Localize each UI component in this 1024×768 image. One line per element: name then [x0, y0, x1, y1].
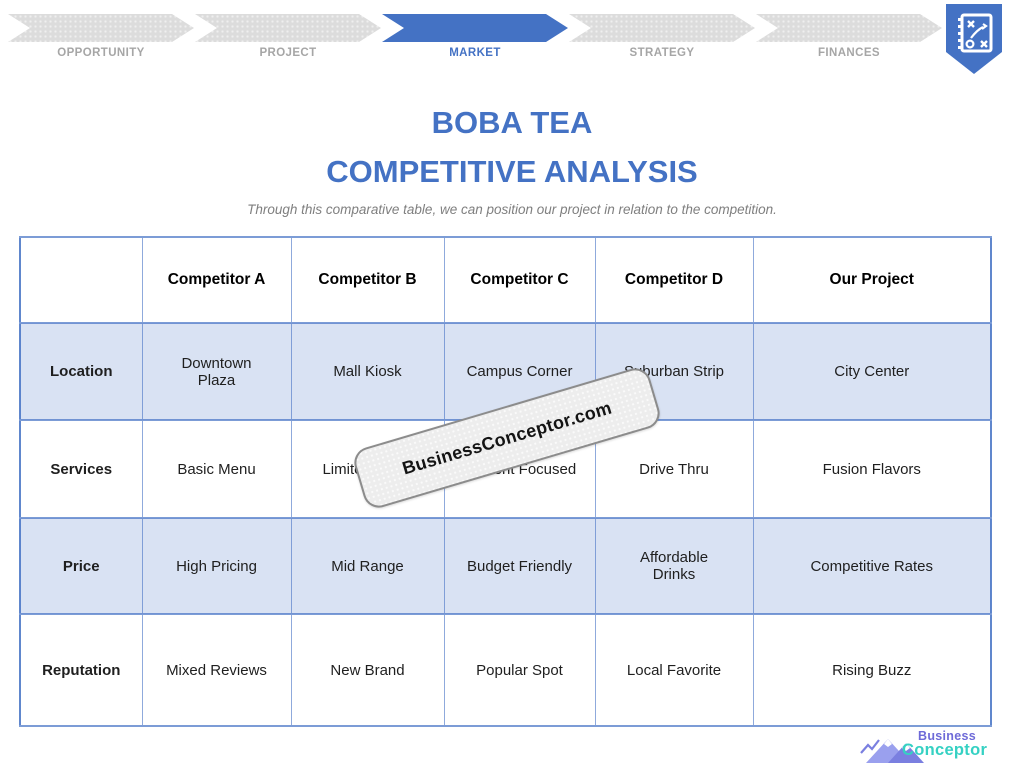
nav-step-finances[interactable]: FINANCES	[756, 14, 942, 59]
row-label: Services	[19, 419, 143, 519]
table-cell: Mixed Reviews	[141, 613, 292, 727]
table-cell: Budget Friendly	[443, 517, 596, 615]
chevron-shape	[8, 14, 194, 42]
mountains-logo-icon	[860, 739, 924, 763]
table-cell: City Center	[752, 322, 992, 421]
page-title: BOBA TEA COMPETITIVE ANALYSIS	[0, 98, 1024, 196]
title-line-1: BOBA TEA	[431, 105, 593, 140]
row-label: Location	[19, 322, 143, 421]
title-line-2: COMPETITIVE ANALYSIS	[326, 154, 698, 189]
chevron-shape	[195, 14, 381, 42]
nav-step-label: PROJECT	[259, 47, 317, 59]
table-header-row: Competitor A Competitor B Competitor C C…	[19, 236, 992, 324]
nav-step-opportunity[interactable]: OPPORTUNITY	[8, 14, 194, 59]
chevron-shape	[569, 14, 755, 42]
nav-step-label: MARKET	[449, 47, 501, 59]
page-subtitle: Through this comparative table, we can p…	[247, 202, 777, 217]
table-cell: Local Favorite	[594, 613, 754, 727]
process-nav: OPPORTUNITY PROJECT MARKET STRATEGY FINA…	[0, 0, 1024, 70]
table-row-price: Price High Pricing Mid Range Budget Frie…	[19, 517, 992, 615]
header-cell-competitor-b: Competitor B	[290, 236, 445, 324]
header-cell-blank	[19, 236, 143, 324]
header-cell-competitor-a: Competitor A	[141, 236, 292, 324]
row-label: Reputation	[19, 613, 143, 727]
table-cell: Basic Menu	[141, 419, 292, 519]
nav-step-label: STRATEGY	[629, 47, 695, 59]
nav-step-label: OPPORTUNITY	[57, 47, 145, 59]
header-cell-our-project: Our Project	[752, 236, 992, 324]
table-cell: High Pricing	[141, 517, 292, 615]
brand-logo: Business Conceptor	[858, 728, 998, 768]
table-cell: Rising Buzz	[752, 613, 992, 727]
table-cell: Popular Spot	[443, 613, 596, 727]
table-cell: Competitive Rates	[752, 517, 992, 615]
table-cell: New Brand	[290, 613, 445, 727]
row-label: Price	[19, 517, 143, 615]
brand-word-conceptor: Conceptor	[902, 741, 988, 759]
header-cell-competitor-c: Competitor C	[443, 236, 596, 324]
nav-step-project[interactable]: PROJECT	[195, 14, 381, 59]
brand-word-business: Business	[918, 729, 976, 743]
competitive-table: Competitor A Competitor B Competitor C C…	[19, 236, 992, 727]
table-cell: Affordable Drinks	[594, 517, 754, 615]
table-cell: Mall Kiosk	[290, 322, 445, 421]
nav-step-label: FINANCES	[818, 47, 880, 59]
nav-step-market[interactable]: MARKET	[382, 14, 568, 59]
nav-step-strategy[interactable]: STRATEGY	[569, 14, 755, 59]
table-cell: Fusion Flavors	[752, 419, 992, 519]
header-cell-competitor-d: Competitor D	[594, 236, 754, 324]
table-row-reputation: Reputation Mixed Reviews New Brand Popul…	[19, 613, 992, 727]
chevron-shape	[382, 14, 568, 42]
table-cell: Downtown Plaza	[141, 322, 292, 421]
chevron-shape	[756, 14, 942, 42]
strategy-playbook-icon	[946, 4, 1002, 74]
table-cell: Mid Range	[290, 517, 445, 615]
